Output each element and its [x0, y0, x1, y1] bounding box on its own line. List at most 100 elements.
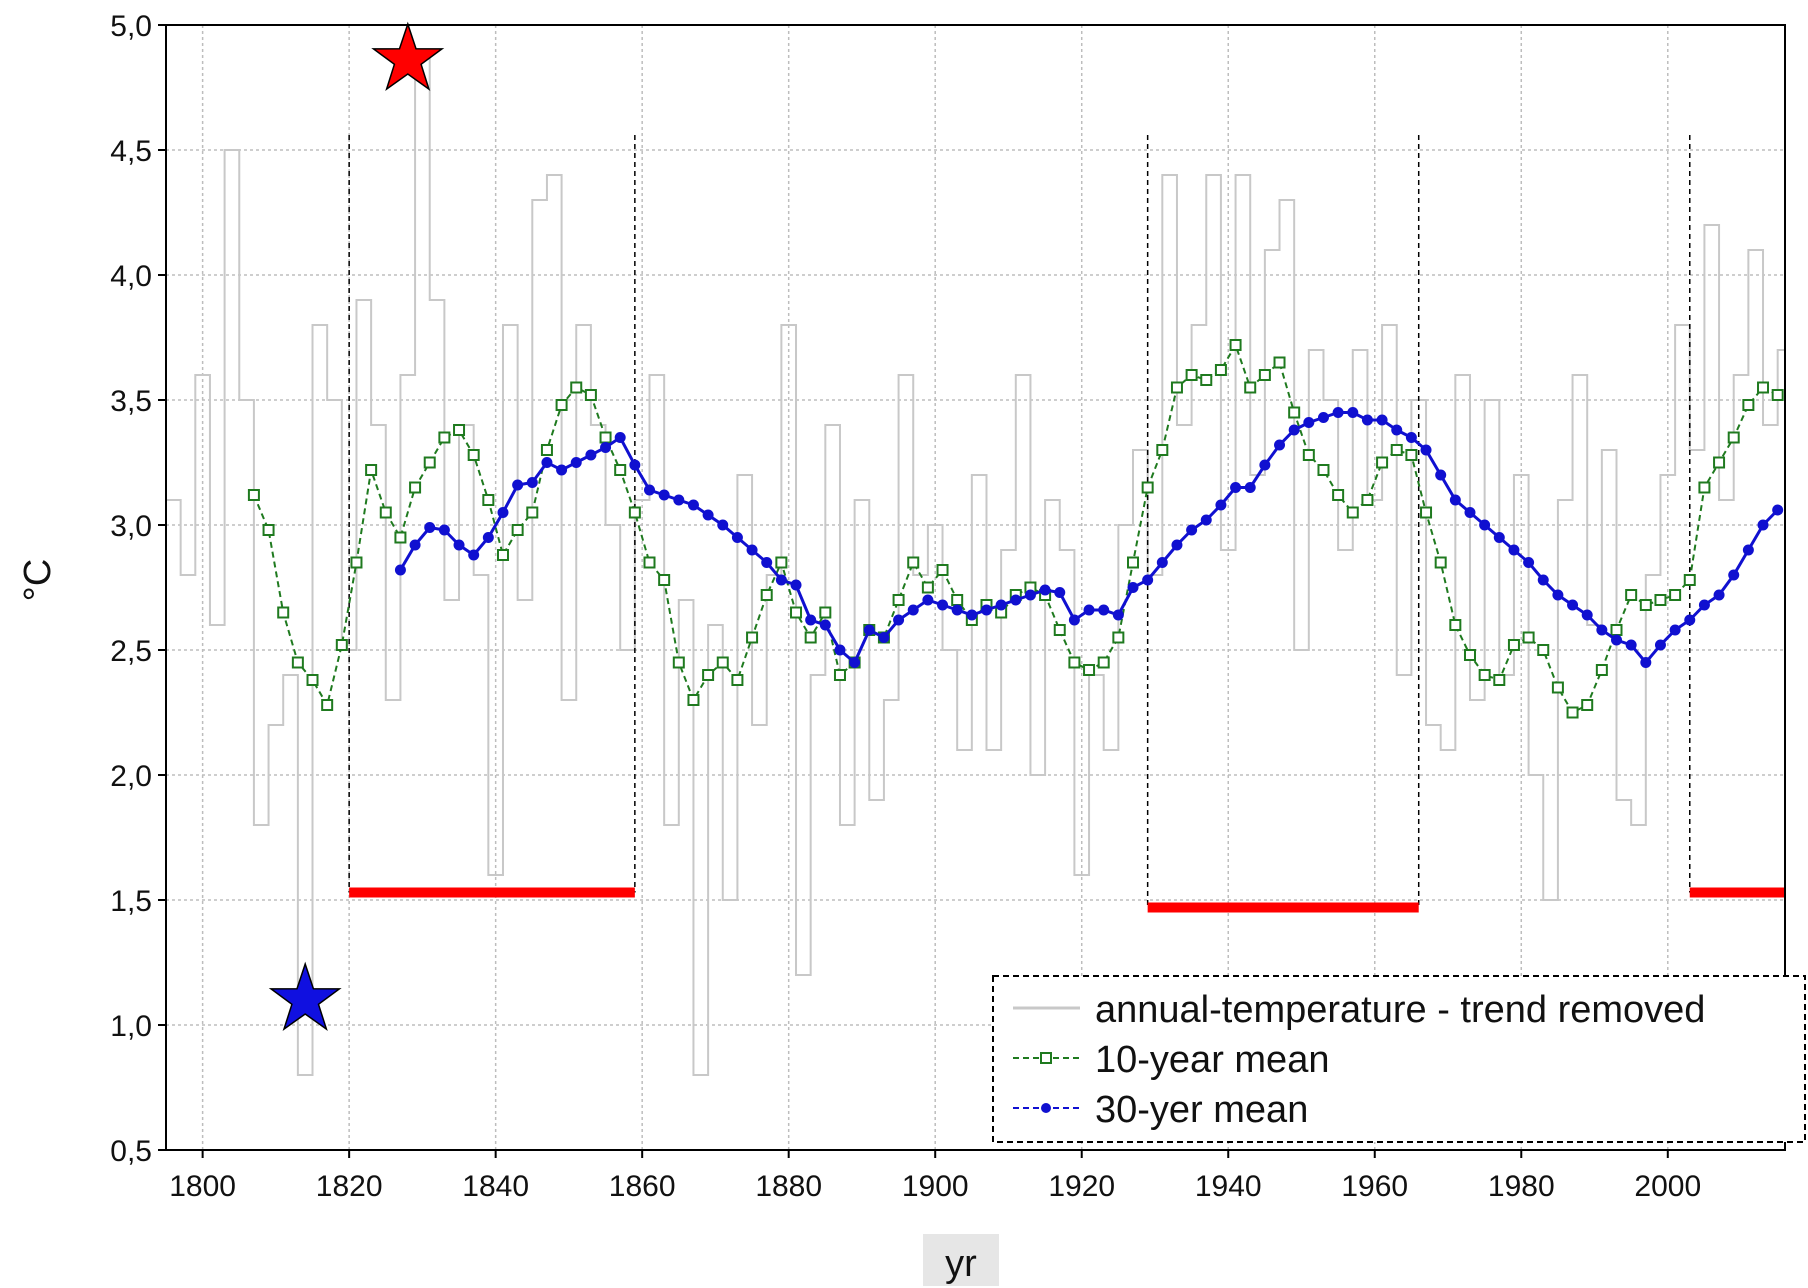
thirty-year-mean-point: [1596, 624, 1608, 636]
thirty-year-mean-point: [893, 614, 905, 626]
ten-year-mean-point: [1332, 489, 1345, 501]
x-tick-label: 1900: [902, 1170, 969, 1203]
ten-year-mean-point: [365, 464, 378, 476]
ten-year-mean-point: [936, 564, 949, 576]
star-marker: [268, 961, 342, 1032]
ten-year-mean-point: [1566, 706, 1579, 719]
thirty-year-mean-point: [1361, 414, 1373, 426]
ten-year-mean-point: [1229, 339, 1242, 351]
ten-year-mean-point: [496, 549, 509, 561]
thirty-year-mean-point: [1728, 569, 1740, 581]
ten-year-mean-point: [687, 694, 700, 706]
thirty-year-mean-point: [629, 459, 641, 471]
ten-year-mean-point: [1288, 406, 1301, 419]
ten-year-mean-point: [1156, 444, 1169, 456]
ten-year-mean-point: [672, 656, 685, 669]
thirty-year-mean-point: [746, 544, 758, 556]
ten-year-mean-point: [716, 656, 729, 669]
y-tick-label: 1,5: [110, 885, 152, 918]
thirty-year-mean-point: [1332, 407, 1344, 418]
ten-year-mean-point: [1141, 481, 1154, 494]
thirty-year-mean-point: [922, 594, 934, 606]
thirty-year-mean-point: [775, 574, 787, 586]
ten-year-mean-point: [1200, 374, 1213, 386]
ten-year-mean-point: [599, 431, 612, 444]
thirty-year-mean-point: [1156, 557, 1168, 568]
thirty-year-mean-point: [497, 507, 509, 518]
ten-year-mean-point: [1127, 556, 1140, 569]
thirty-year-mean-point: [819, 619, 831, 631]
thirty-year-mean-point: [1274, 439, 1286, 451]
thirty-year-mean-point: [570, 457, 582, 468]
ten-year-mean-point: [1713, 456, 1726, 469]
thirty-year-mean-point: [1669, 624, 1681, 636]
thirty-year-mean-point: [1640, 657, 1652, 668]
ten-year-mean-point: [570, 381, 583, 394]
ten-year-mean-point: [643, 556, 656, 569]
ten-year-mean-point: [1053, 624, 1066, 636]
ten-year-mean-point: [277, 606, 290, 619]
x-tick-label: 1980: [1488, 1170, 1555, 1203]
thirty-year-mean-point: [1200, 514, 1212, 526]
y-tick-label: 3,0: [110, 510, 152, 543]
thirty-year-mean-point: [556, 464, 568, 476]
ten-year-mean-point: [394, 531, 407, 544]
thirty-year-mean-point: [1493, 532, 1505, 543]
thirty-year-mean-point: [1581, 609, 1593, 621]
thirty-year-mean-point: [1347, 407, 1359, 418]
ten-year-mean-point: [1625, 589, 1638, 601]
thirty-year-mean-point: [1420, 444, 1432, 456]
thirty-year-mean-point: [1537, 574, 1549, 586]
thirty-year-mean-point: [966, 609, 978, 621]
thirty-year-mean-point: [1039, 584, 1051, 596]
ten-year-mean-point: [702, 669, 715, 681]
thirty-year-mean-point: [468, 549, 480, 561]
thirty-year-mean-point: [849, 657, 861, 668]
ten-year-mean-point: [1420, 506, 1433, 519]
ten-year-mean-point: [555, 399, 568, 411]
thirty-year-mean-point: [1713, 589, 1725, 601]
ten-year-mean-point: [1595, 664, 1608, 676]
thirty-year-mean-point: [1772, 504, 1784, 516]
ten-year-mean-point: [1376, 456, 1389, 469]
thirty-year-mean-point: [863, 624, 875, 636]
ten-year-mean-point: [1112, 631, 1125, 644]
ten-year-mean-point: [540, 444, 553, 456]
x-tick-label: 1960: [1341, 1170, 1408, 1203]
thirty-year-mean-series: [394, 407, 1784, 668]
ten-year-mean-point: [951, 594, 964, 606]
thirty-year-mean-point: [1625, 639, 1637, 651]
x-tick-label: 1920: [1048, 1170, 1115, 1203]
thirty-year-mean-point: [790, 579, 802, 591]
ten-year-mean-point: [350, 556, 363, 569]
thirty-year-mean-point: [673, 494, 685, 506]
ten-year-mean-point: [907, 556, 920, 569]
ten-year-mean-point: [1698, 481, 1711, 494]
ten-year-mean-point: [262, 524, 275, 536]
thirty-year-mean-point: [1508, 544, 1520, 556]
ten-year-mean-series: [247, 339, 1784, 719]
ten-year-mean-point: [467, 449, 480, 461]
thirty-year-mean-point: [1288, 424, 1300, 436]
x-tick-label: 1820: [316, 1170, 383, 1203]
star-markers: [268, 21, 445, 1032]
ten-year-mean-point: [1463, 649, 1476, 661]
ten-year-mean-point: [423, 456, 436, 469]
thirty-year-mean-point: [1552, 589, 1564, 601]
ten-year-mean-point: [1493, 674, 1506, 686]
ten-year-mean-point: [511, 524, 524, 536]
ten-year-mean-point: [291, 656, 304, 669]
thirty-year-mean-point: [1010, 594, 1022, 606]
ten-year-mean-point: [1361, 494, 1374, 506]
y-tick-label: 3,5: [110, 385, 152, 418]
thirty-year-mean-point: [951, 604, 963, 616]
thirty-year-mean-point: [1186, 524, 1198, 536]
thirty-year-mean-point: [1405, 432, 1417, 443]
thirty-year-mean-point: [526, 477, 538, 488]
ten-year-mean-point: [1258, 369, 1271, 381]
thirty-year-mean-point: [761, 557, 773, 568]
thirty-year-mean-point: [1654, 639, 1666, 651]
thirty-year-mean-point: [1098, 604, 1110, 616]
thirty-year-mean-point: [585, 449, 597, 461]
thirty-year-mean-point: [805, 614, 817, 626]
